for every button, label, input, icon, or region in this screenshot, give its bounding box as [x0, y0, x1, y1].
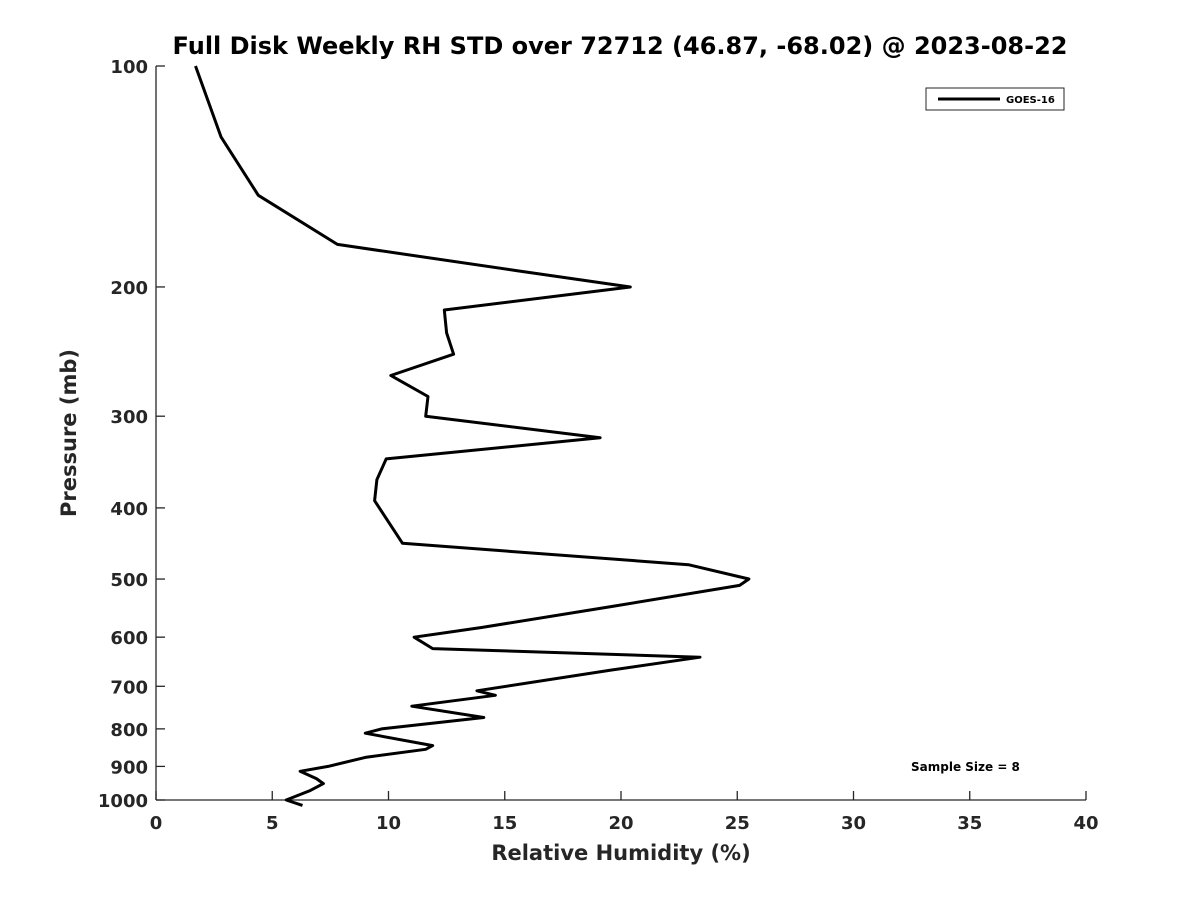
x-axis-label: Relative Humidity (%) [491, 841, 750, 865]
chart-title: Full Disk Weekly RH STD over 72712 (46.8… [173, 32, 1068, 60]
axes [155, 66, 1086, 801]
legend-label-goes-16: GOES-16 [1006, 95, 1055, 106]
series-line-goes-16 [194, 65, 751, 807]
x-tick-label: 5 [266, 813, 279, 834]
legend: GOES-16 [925, 87, 1065, 111]
y-tick-label: 1000 [98, 791, 148, 812]
y-tick-label: 900 [110, 757, 148, 778]
y-tick-label: 600 [110, 628, 148, 649]
x-tick-label: 30 [841, 813, 866, 834]
x-tick-label: 15 [492, 813, 517, 834]
y-tick-label: 700 [110, 677, 148, 698]
x-ticks: 0 5 10 15 20 25 30 35 40 [150, 791, 1099, 834]
x-tick-label: 40 [1073, 813, 1098, 834]
y-axis-label: Pressure (mb) [57, 349, 81, 517]
x-tick-label: 25 [725, 813, 750, 834]
sample-size-annotation: Sample Size = 8 [911, 760, 1020, 774]
y-tick-label: 300 [110, 407, 148, 428]
x-tick-label: 20 [608, 813, 633, 834]
y-tick-label: 200 [110, 278, 148, 299]
y-ticks: 100 200 300 400 500 600 700 800 900 1000 [98, 57, 165, 812]
x-tick-label: 35 [957, 813, 982, 834]
y-tick-label: 100 [110, 57, 148, 78]
x-tick-label: 0 [150, 813, 163, 834]
y-tick-label: 500 [110, 570, 148, 591]
y-tick-label: 800 [110, 720, 148, 741]
y-tick-label: 400 [110, 499, 148, 520]
x-tick-label: 10 [376, 813, 401, 834]
